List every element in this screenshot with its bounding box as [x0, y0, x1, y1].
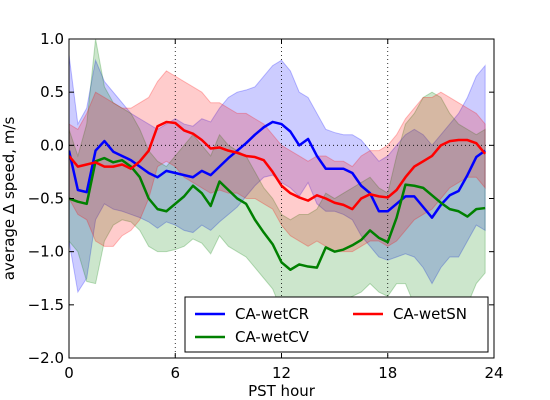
x-tick-label: 0	[64, 364, 74, 382]
band-CA-wetSN	[69, 70, 486, 253]
series-line-CA-wetCV	[69, 156, 486, 271]
y-tick-label: −0.5	[28, 190, 64, 208]
y-tick-label: 0.0	[40, 136, 64, 154]
legend-label-CA-wetSN: CA-wetSN	[393, 305, 467, 323]
x-tick-label: 6	[170, 364, 180, 382]
x-tick-label: 24	[484, 364, 503, 382]
confidence-bands	[69, 39, 486, 333]
y-tick-label: −2.0	[28, 349, 64, 367]
series-lines	[69, 120, 487, 271]
legend: CA-wetCR CA-wetCV CA-wetSN	[184, 296, 489, 353]
y-tick-label: 0.5	[40, 83, 64, 101]
axis-ticks: 0 6 12 18 24 −2.0 −1.5 −1.0 −0.5 0.0 0.5 1.0	[28, 30, 504, 382]
y-axis-label: average Δ speed, m/s	[0, 117, 18, 281]
series-line-CA-wetSN	[69, 120, 487, 211]
x-tick-label: 18	[378, 364, 397, 382]
band-CA-wetCR	[69, 54, 486, 294]
legend-box	[184, 296, 489, 353]
x-tick-label: 12	[272, 364, 291, 382]
y-tick-label: 1.0	[40, 30, 64, 48]
y-tick-label: −1.0	[28, 243, 64, 261]
legend-label-CA-wetCV: CA-wetCV	[235, 328, 310, 346]
band-CA-wetCV	[69, 39, 486, 333]
reference-lines	[69, 39, 494, 358]
legend-label-CA-wetCR: CA-wetCR	[235, 305, 309, 323]
y-tick-label: −1.5	[28, 296, 64, 314]
series-line-CA-wetCR	[69, 120, 486, 219]
x-axis-label: PST hour	[248, 382, 316, 400]
